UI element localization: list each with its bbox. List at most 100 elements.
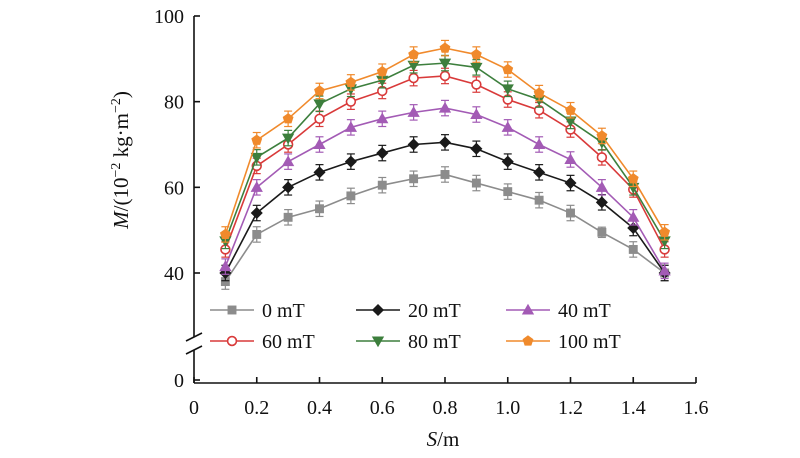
data-point (658, 264, 671, 276)
y-axis-title-exp2: −2 (109, 98, 124, 113)
data-point (595, 196, 608, 209)
y-axis-title-unit-mid: kg·m (109, 113, 133, 163)
legend-label: 0 mT (262, 300, 305, 322)
legend-marker (371, 303, 385, 317)
data-point (597, 227, 607, 237)
data-point (345, 96, 357, 107)
data-point (564, 153, 577, 164)
legend-label: 40 mT (558, 300, 611, 322)
series-layer (219, 39, 671, 290)
data-point (565, 104, 576, 115)
data-point (282, 181, 295, 194)
data-point (346, 191, 356, 201)
y-tick-label: 40 (164, 263, 184, 285)
data-point (439, 42, 451, 53)
data-point (502, 63, 514, 75)
data-point (313, 99, 326, 111)
x-axis-title-var: S (427, 427, 438, 451)
legend-label: 60 mT (262, 331, 315, 353)
x-tick-label: 0.8 (433, 397, 458, 419)
legend-item-60-mt: 60 mT (210, 331, 315, 353)
y-axis-title-unit-prefix: /(10 (109, 178, 133, 212)
data-point (376, 65, 388, 77)
data-point (376, 112, 389, 124)
data-point (252, 229, 262, 239)
data-point (439, 70, 451, 82)
series-80-mt (219, 54, 671, 250)
data-point (470, 142, 483, 155)
legend-label: 100 mT (558, 331, 621, 353)
data-point (313, 166, 326, 179)
data-point (281, 155, 295, 167)
data-point (533, 87, 545, 98)
data-point (376, 147, 389, 160)
legend-item-20-mt: 20 mT (356, 300, 461, 322)
data-point (250, 207, 263, 220)
data-point (566, 208, 575, 218)
y-axis-title-var: M (109, 210, 133, 230)
x-axis-title-unit: /m (437, 427, 459, 451)
data-point (627, 211, 640, 222)
data-point (313, 138, 326, 149)
data-point (501, 155, 514, 168)
data-point (501, 121, 514, 132)
data-point (438, 58, 452, 70)
data-point (438, 136, 452, 149)
legend-item-80-mt: 80 mT (356, 331, 461, 353)
data-point (283, 212, 293, 222)
y-axis-title-exp1: −2 (109, 163, 124, 178)
data-point (532, 138, 546, 149)
data-point (408, 72, 419, 84)
y-tick-label: 80 (164, 92, 184, 114)
y-axis-title: M/(10−2 kg·m−2) (109, 91, 133, 230)
legend-item-0-mt: 0 mT (210, 300, 305, 322)
x-axis-title: S/m (427, 427, 460, 451)
x-tick-label: 1.6 (684, 397, 709, 419)
data-point (627, 173, 639, 184)
x-tick-label: 0.4 (307, 397, 332, 419)
x-tick-label: 1.4 (621, 397, 646, 419)
data-point (250, 181, 263, 192)
y-tick-label: 100 (154, 6, 184, 28)
series-40-mt (219, 99, 671, 280)
data-point (377, 180, 387, 190)
y-tick-label-zero: 0 (174, 370, 184, 392)
data-point (219, 228, 231, 240)
data-point (407, 106, 420, 117)
data-point (251, 134, 263, 145)
y-axis-title-unit-suffix: ) (109, 91, 133, 98)
data-point (409, 174, 419, 184)
data-point (344, 155, 357, 168)
axis-break-mark-top (185, 332, 203, 342)
x-tick-label: 0.2 (244, 397, 269, 419)
data-point (314, 85, 325, 96)
legend-item-100-mt: 100 mT (506, 331, 621, 353)
legend-label: 20 mT (408, 300, 461, 322)
data-point (438, 101, 452, 113)
axes (185, 15, 697, 384)
data-point (503, 187, 513, 197)
legend: 0 mT 20 mT 40 mT 60 mT 80 mT 100 mT (210, 300, 621, 353)
legend-marker (227, 305, 237, 315)
data-point (595, 181, 609, 192)
data-point (250, 152, 263, 164)
data-point (501, 84, 514, 96)
x-tick-label: 1.2 (558, 397, 583, 419)
data-point (281, 133, 295, 145)
legend-marker (226, 335, 238, 347)
data-point (659, 226, 671, 237)
data-point (345, 76, 357, 87)
data-point (533, 166, 546, 179)
axis-break-mark-bottom (185, 345, 203, 355)
data-point (628, 244, 638, 254)
data-point (534, 195, 544, 205)
legend-item-40-mt: 40 mT (506, 300, 611, 322)
x-tick-label: 0 (189, 397, 199, 419)
data-point (470, 108, 483, 120)
data-point (471, 79, 482, 90)
data-point (471, 178, 481, 188)
data-point (315, 204, 324, 214)
data-point (407, 138, 420, 151)
